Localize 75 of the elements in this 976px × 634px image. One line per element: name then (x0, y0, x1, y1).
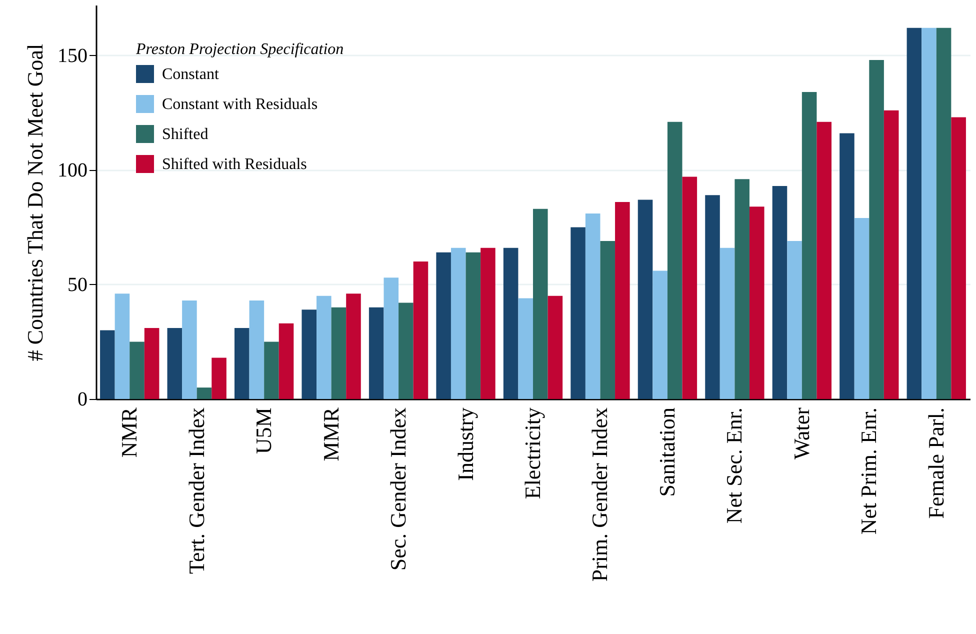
bar (802, 92, 817, 399)
x-tick-label: Tert. Gender Index (184, 408, 209, 574)
bar (518, 298, 533, 399)
x-tick-label: Female Parl. (923, 408, 948, 519)
x-tick-label: Prim. Gender Index (587, 408, 612, 582)
bar (705, 195, 720, 399)
bar (466, 252, 481, 399)
bar (854, 218, 870, 399)
bar (840, 133, 854, 399)
bar (346, 294, 361, 399)
bar (368, 307, 384, 399)
legend-label: Shifted with Residuals (162, 156, 307, 173)
x-tick-label: Industry (452, 408, 478, 481)
bar (450, 248, 466, 399)
bar (787, 240, 802, 399)
x-tick-label: Net Sec. Enr. (722, 408, 747, 524)
bar (570, 227, 586, 399)
bar (600, 240, 616, 399)
bar (398, 302, 414, 399)
bar (167, 328, 182, 399)
legend-label: Constant with Residuals (162, 96, 318, 113)
bar (100, 330, 115, 399)
bar (667, 122, 682, 399)
legend-label: Constant (162, 66, 220, 83)
bar (480, 248, 496, 399)
bar (384, 278, 399, 399)
bar (316, 296, 332, 399)
bar (951, 117, 966, 399)
y-tick-label: 50 (68, 274, 88, 296)
bar (234, 328, 250, 399)
bar (548, 296, 563, 399)
y-tick-label: 150 (58, 44, 88, 67)
bar (503, 248, 518, 399)
bar (816, 122, 832, 399)
bar (682, 176, 698, 399)
bar (906, 28, 922, 399)
bar (585, 213, 600, 399)
bar (936, 28, 952, 399)
bar (144, 328, 160, 399)
y-tick-label: 0 (78, 388, 88, 410)
legend-title: Preston Projection Specification (135, 41, 344, 58)
bar (436, 252, 451, 399)
x-tick-label: Electricity (520, 408, 545, 500)
x-tick-label: U5M (251, 408, 276, 454)
x-tick-label: MMR (318, 407, 344, 462)
bar (749, 206, 764, 399)
bar (249, 300, 264, 399)
bar (638, 200, 653, 399)
bar (884, 110, 899, 399)
y-tick-label: 100 (58, 159, 88, 182)
bar (772, 186, 788, 399)
bar (182, 300, 197, 399)
bar (130, 342, 144, 399)
bar (264, 342, 279, 399)
x-tick-label: NMR (116, 407, 142, 458)
bar (720, 248, 735, 399)
bar (331, 307, 346, 399)
bar (734, 179, 750, 399)
x-tick-label: Net Prim. Enr. (856, 408, 882, 535)
bar (302, 310, 317, 399)
bar (413, 262, 428, 399)
x-tick-label: Water (788, 406, 814, 460)
y-axis-title: # Countries That Do Not Meet Goal (22, 44, 48, 362)
bar (869, 60, 884, 399)
bar (278, 323, 294, 399)
legend-label: Shifted (162, 126, 208, 143)
x-tick-label: Sanitation (654, 408, 680, 497)
x-tick-label: Sec. Gender Index (386, 408, 411, 571)
bar (212, 358, 226, 399)
bar (114, 294, 130, 399)
bar (922, 28, 936, 399)
bar (196, 388, 212, 399)
bar (533, 208, 548, 399)
bar (615, 202, 630, 399)
bar (652, 270, 668, 399)
